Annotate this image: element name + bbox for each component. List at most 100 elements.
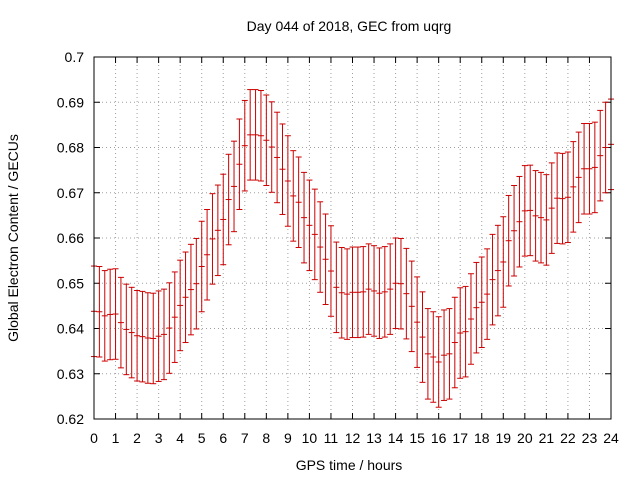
data-point <box>279 123 286 215</box>
data-point <box>414 276 421 368</box>
data-point <box>231 140 238 233</box>
data-point <box>516 175 523 268</box>
x-tick-label: 6 <box>219 430 227 446</box>
data-point <box>564 151 571 244</box>
data-point <box>500 216 507 308</box>
x-tick-label: 22 <box>560 430 576 446</box>
data-point <box>581 123 588 215</box>
y-tick-label: 0.67 <box>57 185 84 201</box>
data-point <box>602 101 609 194</box>
x-tick-label: 23 <box>582 430 598 446</box>
data-point <box>317 201 324 293</box>
y-tick-label: 0.62 <box>57 411 84 427</box>
x-tick-label: 18 <box>474 430 490 446</box>
x-tick-label: 8 <box>262 430 270 446</box>
data-point <box>327 225 334 317</box>
x-tick-label: 7 <box>241 430 249 446</box>
data-point <box>570 141 577 233</box>
data-point <box>311 188 318 281</box>
y-tick-label: 0.65 <box>57 275 84 291</box>
data-point <box>462 285 469 378</box>
data-point <box>392 237 399 329</box>
data-point <box>424 308 431 400</box>
x-tick-label: 14 <box>388 430 404 446</box>
axis-ticks <box>93 56 612 420</box>
data-point <box>349 246 356 339</box>
data-point <box>220 173 227 266</box>
data-series <box>91 89 614 408</box>
data-point <box>365 243 372 335</box>
data-point <box>150 292 157 385</box>
data-point <box>268 101 275 193</box>
y-tick-label: 0.63 <box>57 366 84 382</box>
x-tick-label: 16 <box>431 430 447 446</box>
y-tick-labels: 0.62 0.63 0.64 0.65 0.66 0.67 0.68 0.69 0.7 <box>57 49 84 427</box>
data-point <box>333 241 340 334</box>
data-point <box>290 150 297 242</box>
plot-frame <box>93 56 612 420</box>
data-point <box>182 251 189 344</box>
data-point <box>387 243 394 335</box>
x-tick-label: 19 <box>496 430 512 446</box>
data-point <box>241 99 248 192</box>
data-point <box>236 118 243 210</box>
data-point <box>521 165 528 257</box>
x-tick-label: 21 <box>539 430 555 446</box>
data-point <box>537 171 544 264</box>
data-point <box>478 256 485 349</box>
data-point <box>408 260 415 353</box>
x-axis-label: GPS time / hours <box>296 457 403 473</box>
data-point <box>381 246 388 338</box>
y-tick-label: 0.68 <box>57 140 84 156</box>
data-point <box>403 247 410 340</box>
data-point <box>543 174 550 266</box>
data-point <box>112 268 119 360</box>
x-tick-label: 10 <box>302 430 318 446</box>
data-point <box>247 89 254 181</box>
x-tick-labels: 0 1 2 3 4 5 6 7 8 9 10 11 12 13 14 15 16 17 18 19 20 21 22 23 24 <box>90 430 619 446</box>
data-point <box>284 135 291 227</box>
data-point <box>177 259 184 352</box>
data-point <box>494 224 501 317</box>
y-tick-label: 0.66 <box>57 230 84 246</box>
data-point <box>295 156 302 249</box>
data-point <box>161 288 168 381</box>
data-point <box>376 247 383 339</box>
chart-title: Day 044 of 2018, GEC from uqrg <box>247 18 452 34</box>
data-point <box>484 248 491 340</box>
data-point <box>473 261 480 354</box>
data-point <box>489 233 496 326</box>
data-point <box>586 123 593 215</box>
y-tick-label: 0.64 <box>57 321 84 337</box>
data-point <box>209 193 216 285</box>
x-tick-label: 12 <box>345 430 361 446</box>
data-point <box>360 246 367 338</box>
data-point <box>435 316 442 408</box>
x-tick-label: 1 <box>112 430 120 446</box>
data-point <box>322 213 329 306</box>
data-point <box>107 268 114 361</box>
data-point <box>397 237 404 330</box>
data-point <box>123 283 130 376</box>
x-tick-label: 17 <box>452 430 468 446</box>
data-point <box>554 152 561 244</box>
data-point <box>128 286 135 379</box>
data-point <box>225 153 232 246</box>
data-point <box>338 247 345 339</box>
data-point <box>301 171 308 264</box>
y-tick-label: 0.7 <box>65 49 85 65</box>
data-point <box>252 89 259 181</box>
x-tick-label: 9 <box>284 430 292 446</box>
data-point <box>532 170 539 262</box>
x-tick-label: 2 <box>133 430 141 446</box>
x-tick-label: 15 <box>409 430 425 446</box>
data-point <box>597 109 604 202</box>
grid-lines <box>94 57 611 419</box>
x-tick-label: 24 <box>603 430 619 446</box>
data-point <box>166 282 173 374</box>
data-point <box>193 237 200 330</box>
x-tick-label: 20 <box>517 430 533 446</box>
data-point <box>505 194 512 287</box>
data-point <box>274 111 281 204</box>
